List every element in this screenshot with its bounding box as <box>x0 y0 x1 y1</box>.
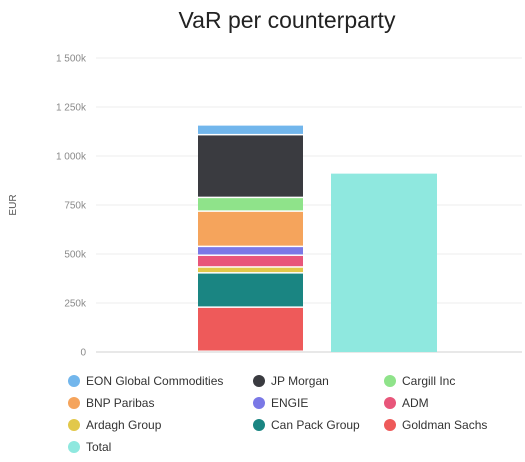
bar-segment-eon-global-commodities[interactable] <box>198 125 303 134</box>
legend-item-total[interactable]: Total <box>68 440 111 454</box>
grid-lines <box>96 57 522 353</box>
legend-swatch <box>68 375 80 387</box>
bar-segment-ardagh-group[interactable] <box>198 267 303 273</box>
bar-segment-goldman-sachs[interactable] <box>198 307 303 351</box>
legend-label: Total <box>86 440 112 454</box>
y-tick-label: 500k <box>64 250 87 261</box>
legend-label: ADM <box>402 396 429 410</box>
legend-label: EON Global Commodities <box>86 374 224 388</box>
bar-segment-can-pack-group[interactable] <box>198 273 303 307</box>
legend-label: ENGIE <box>271 396 309 410</box>
bar-segment-adm[interactable] <box>198 255 303 267</box>
legend-swatch <box>384 397 396 409</box>
y-tick-label: 1 000k <box>56 152 87 163</box>
y-tick-label: 1 500k <box>56 54 87 65</box>
legend-item-goldman-sachs[interactable]: Goldman Sachs <box>384 418 487 432</box>
legend-item-ardagh-group[interactable]: Ardagh Group <box>68 418 161 432</box>
bar-segment-jp-morgan[interactable] <box>198 135 303 197</box>
y-axis-ticks: 0 250k 500k 750k 1 000k 1 250k 1 500k <box>56 54 87 359</box>
legend-label: JP Morgan <box>271 374 329 388</box>
legend-swatch <box>253 397 265 409</box>
y-tick-label: 1 250k <box>56 103 87 114</box>
legend-swatch <box>253 375 265 387</box>
y-axis-label: EUR <box>8 194 19 215</box>
legend-label: Goldman Sachs <box>402 418 488 432</box>
legend-swatch <box>384 419 396 431</box>
y-tick-label: 750k <box>64 201 87 212</box>
legend-label: Can Pack Group <box>271 418 360 432</box>
y-tick-label: 250k <box>64 299 87 310</box>
chart-title: VaR per counterparty <box>179 7 396 33</box>
legend-item-eon-global-commodities[interactable]: EON Global Commodities <box>68 374 223 388</box>
legend-swatch <box>384 375 396 387</box>
legend-item-engie[interactable]: ENGIE <box>253 396 308 410</box>
legend-item-cargill-inc[interactable]: Cargill Inc <box>384 374 455 388</box>
legend-swatch <box>68 397 80 409</box>
legend-swatch <box>253 419 265 431</box>
bar-segment-bnp-paribas[interactable] <box>198 211 303 246</box>
legend-item-jp-morgan[interactable]: JP Morgan <box>253 374 329 388</box>
legend-label: Ardagh Group <box>86 418 162 432</box>
legend-label: Cargill Inc <box>402 374 456 388</box>
legend-label: BNP Paribas <box>86 396 155 410</box>
legend-item-adm[interactable]: ADM <box>384 396 429 410</box>
legend-item-can-pack-group[interactable]: Can Pack Group <box>253 418 360 432</box>
y-tick-label: 0 <box>80 348 86 359</box>
bars-group <box>198 125 437 352</box>
legend-swatch <box>68 441 80 453</box>
bar-segment-engie[interactable] <box>198 247 303 255</box>
bar-total[interactable] <box>331 173 437 352</box>
legend-item-bnp-paribas[interactable]: BNP Paribas <box>68 396 154 410</box>
bar-segment-cargill-inc[interactable] <box>198 198 303 211</box>
legend-swatch <box>68 419 80 431</box>
